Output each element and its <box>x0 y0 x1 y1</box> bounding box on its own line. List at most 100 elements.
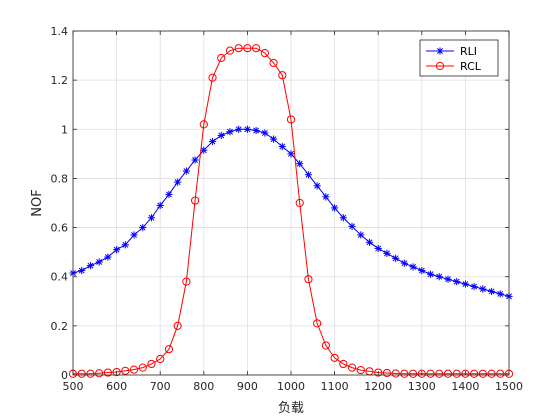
series-rcl-point <box>182 277 191 286</box>
series-rli-point <box>86 262 95 270</box>
series-rcl-point <box>374 368 383 377</box>
y-tick-label: 0.4 <box>51 271 69 284</box>
series-rcl-point <box>278 71 287 80</box>
series-rli-point <box>269 135 278 143</box>
x-tick-label: 1000 <box>277 380 305 393</box>
series-rli-point-stroke <box>436 273 443 280</box>
series-rli-point <box>444 275 452 283</box>
series-rli-point-stroke <box>322 193 329 200</box>
series-rli-point <box>174 178 182 186</box>
x-tick-label: 1400 <box>451 380 479 393</box>
series-rli-point <box>130 231 138 239</box>
series-rli-point-stroke <box>218 132 225 139</box>
series-rcl-point <box>190 196 200 205</box>
series-rcl-point <box>417 369 426 378</box>
series-rli-point-stroke <box>453 278 460 285</box>
series-rli-point-stroke <box>270 136 277 143</box>
series-rli-point-stroke <box>96 259 103 265</box>
series-rli-point <box>278 142 286 151</box>
series-rli-point-stroke <box>340 214 347 221</box>
series-rli-point <box>95 258 103 266</box>
series-rli-point <box>322 193 330 201</box>
series-rcl-point <box>234 44 243 53</box>
series-rli-point <box>409 263 417 271</box>
series-rcl-point <box>313 319 322 328</box>
series-rli-point <box>374 244 382 253</box>
series-rli-point <box>261 129 269 137</box>
series-rli-point-stroke <box>427 271 434 278</box>
series-rcl-point <box>129 365 139 374</box>
x-tick-label: 1500 <box>495 380 523 393</box>
series-rcl-point <box>217 53 226 63</box>
series-rli-point-stroke <box>497 290 504 297</box>
series-rli-point <box>78 266 86 275</box>
series-rli-point-stroke <box>87 262 94 269</box>
series-rli-point <box>383 249 391 257</box>
series-rli-point <box>435 273 443 281</box>
series-rli-point-stroke <box>375 245 382 252</box>
series-rli-point-stroke <box>174 179 181 186</box>
legend-box <box>419 39 499 77</box>
x-tick-label: 800 <box>193 380 214 393</box>
series-rli-point-stroke <box>488 288 495 295</box>
series-rli-point-stroke <box>418 267 425 274</box>
series-rli-point-stroke <box>305 171 312 178</box>
series-rli-point <box>208 137 217 146</box>
series-layer <box>68 44 514 378</box>
series-rli <box>69 125 513 300</box>
series-rcl-point <box>147 359 156 369</box>
series-rcl-point <box>164 345 174 354</box>
y-tick-label: 0.8 <box>51 172 69 185</box>
legend-label-rcl: RCL <box>460 60 482 73</box>
series-rli-point-stroke <box>261 130 268 136</box>
series-rli-point <box>165 190 173 198</box>
series-rcl-point <box>391 369 400 378</box>
series-rli-point <box>479 285 487 293</box>
series-rcl-point <box>304 275 313 284</box>
series-rli-point-stroke <box>462 281 469 288</box>
series-rli-point-stroke <box>445 276 451 283</box>
x-tick-label: 700 <box>150 380 171 393</box>
series-rli-point-stroke <box>209 138 216 145</box>
legend: RLI RCL <box>419 39 499 77</box>
series-rcl-point <box>95 369 104 378</box>
series-rli-point-stroke <box>148 214 155 221</box>
series-rli-point <box>243 125 251 133</box>
series-rli-point-stroke <box>183 168 190 175</box>
series-rli-point-stroke <box>244 126 251 133</box>
series-rcl-point <box>452 369 461 378</box>
series-rli-point-stroke <box>235 126 242 133</box>
series-rli-point <box>470 282 478 291</box>
legend-marker-rli-stroke <box>437 48 443 54</box>
series-rcl-point <box>286 115 296 124</box>
series-rcl-point <box>426 369 435 378</box>
y-tick-label: 0.6 <box>51 222 69 235</box>
series-rli-point <box>287 150 295 158</box>
series-rcl-point <box>77 369 86 378</box>
series-rli-point <box>217 131 225 140</box>
series-rli-point <box>182 167 190 175</box>
legend-label-rli: RLI <box>460 45 477 58</box>
series-rli-point-stroke <box>78 267 85 274</box>
legend-marker-rcl <box>435 61 445 71</box>
series-rli-point <box>496 290 504 298</box>
series-rli-point-stroke <box>122 241 129 248</box>
y-tick-label: 0 <box>61 369 68 382</box>
series-rcl <box>68 44 514 378</box>
x-tick-label: 1200 <box>364 380 392 393</box>
series-rcl-point <box>408 369 418 378</box>
series-rcl-point <box>330 353 339 362</box>
series-rli-point-stroke <box>296 160 303 167</box>
y-axis-label: NOF <box>30 189 45 216</box>
series-rcl-point <box>269 58 278 68</box>
series-rli-point <box>331 204 339 212</box>
series-rli-point <box>365 238 374 246</box>
series-rli-point-stroke <box>366 239 373 246</box>
series-rli-point <box>339 214 347 222</box>
series-rli-point-stroke <box>104 254 111 261</box>
series-rli-point <box>235 125 243 133</box>
x-axis-label: 负载 <box>278 401 304 416</box>
series-rli-point-stroke <box>383 250 390 257</box>
series-rli-point-stroke <box>157 202 164 209</box>
